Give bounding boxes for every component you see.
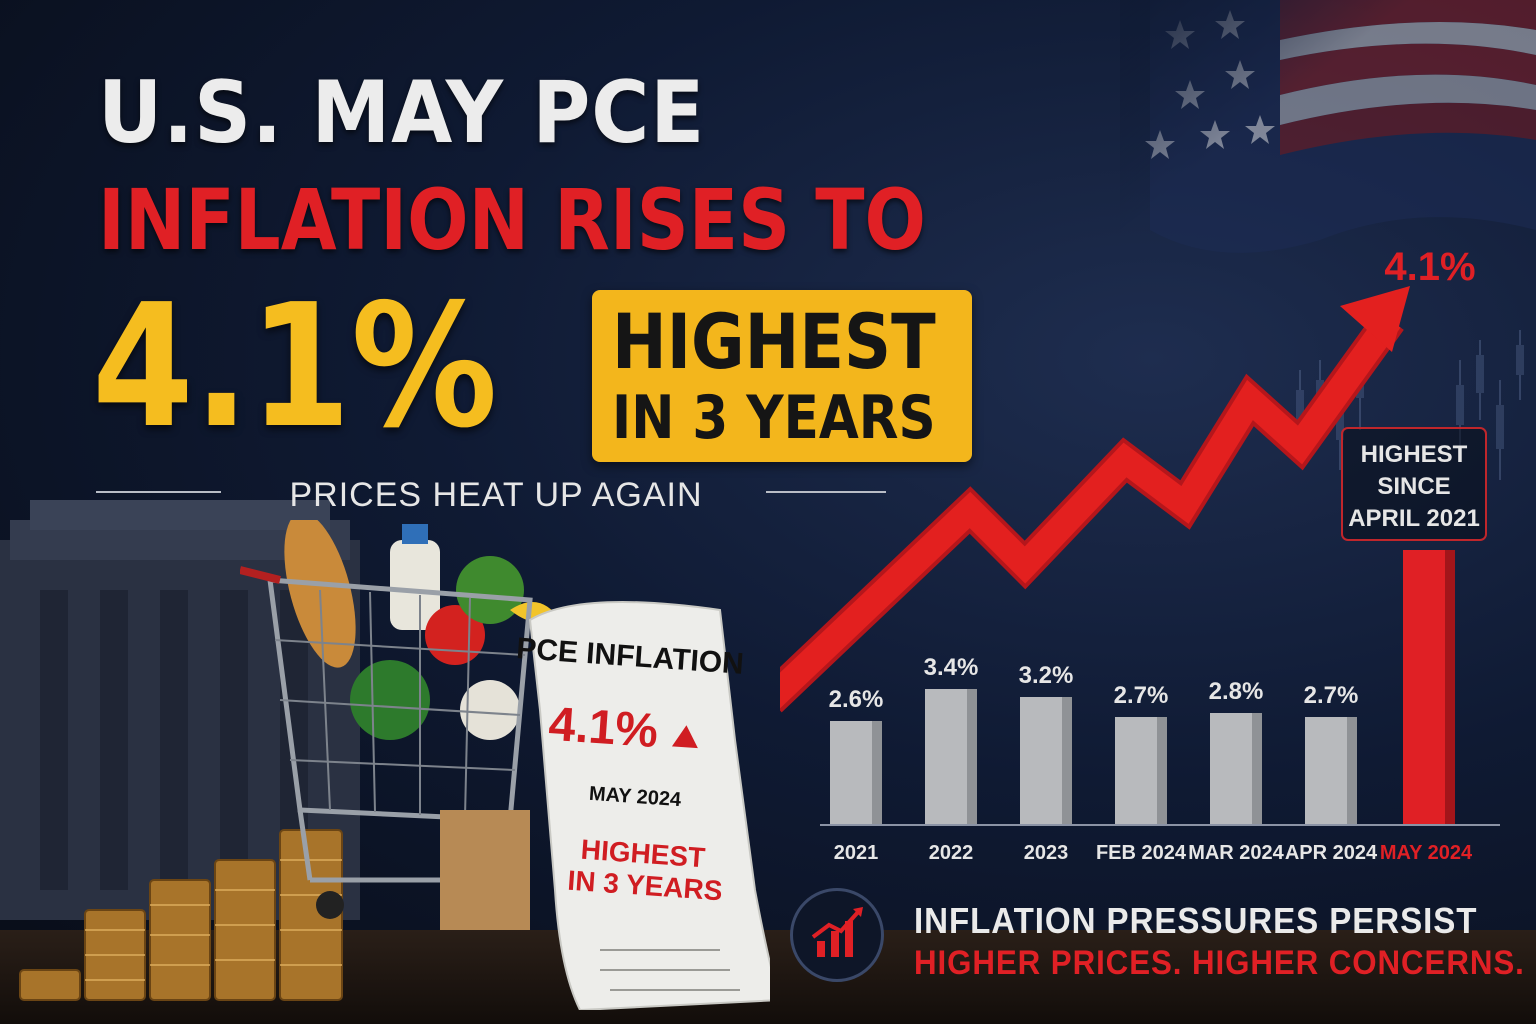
value-label: 2.8% — [1209, 678, 1264, 705]
us-flag-graphic — [1120, 0, 1536, 330]
rising-chart-icon-graphic — [811, 907, 863, 957]
bar-shade — [872, 721, 882, 825]
value-label: 2.6% — [829, 686, 884, 713]
trend-arrow-body — [780, 312, 1401, 709]
category-label: 2021 — [834, 842, 879, 864]
rising-chart-icon — [790, 888, 884, 982]
callout-line2: HIGHER PRICES. HIGHER CONCERNS. — [914, 944, 1525, 982]
headline-line2: INFLATION RISES TO — [98, 171, 926, 269]
subtitle: PRICES HEAT UP AGAIN — [96, 476, 886, 516]
bars-group — [830, 550, 1455, 825]
up-triangle-icon — [672, 725, 699, 749]
bar-shade — [1062, 697, 1072, 825]
receipt-card: PCE INFLATION 4.1% MAY 2024 HIGHEST IN 3… — [515, 590, 770, 1010]
callout-line1: INFLATION PRESSURES PERSIST — [914, 900, 1478, 941]
bar-shade — [1445, 550, 1455, 825]
highlight-value-label: 4.1% — [1384, 245, 1475, 289]
category-label: FEB 2024 — [1096, 842, 1187, 864]
value-label: 3.4% — [924, 654, 979, 681]
receipt-paper — [528, 601, 770, 1010]
receipt-value-text: 4.1% — [546, 697, 660, 759]
bar-shade — [967, 689, 977, 825]
annotation-box — [1341, 427, 1487, 541]
pce-bar-chart: 2.6% 2021 3.4% 2022 3.2% 2023 2.7% FEB 2024 2.8%… — [780, 245, 1500, 864]
bar-shade — [1252, 713, 1262, 825]
coin-stacks-graphic — [19, 829, 343, 1001]
shopping-cart-graphic — [240, 520, 560, 930]
category-label: APR 2024 — [1285, 842, 1378, 864]
annotation-line: HIGHEST — [1361, 441, 1468, 468]
subtitle-rule-right — [766, 491, 886, 493]
category-label: 2023 — [1024, 842, 1069, 864]
category-label: MAR 2024 — [1188, 842, 1284, 864]
trend-arrow-icon — [780, 286, 1410, 713]
annotation-line: APRIL 2021 — [1348, 505, 1480, 532]
bar-shade — [1347, 717, 1357, 825]
subtitle-text: PRICES HEAT UP AGAIN — [289, 476, 703, 514]
badge-line2: IN 3 YEARS — [612, 383, 936, 453]
headline-line1: U.S. MAY PCE — [98, 63, 706, 163]
labels-group: 2.6% 2021 3.4% 2022 3.2% 2023 2.7% FEB 2024 2.8%… — [829, 245, 1487, 864]
value-label: 2.7% — [1304, 682, 1359, 709]
subtitle-rule-left — [96, 491, 221, 493]
headline-value: 4.1% — [92, 268, 498, 466]
category-label: 2022 — [929, 842, 974, 864]
category-label: MAY 2024 — [1380, 842, 1473, 864]
annotation-line: SINCE — [1377, 473, 1450, 500]
value-label: 2.7% — [1114, 682, 1169, 709]
trend-arrow-head — [1340, 286, 1410, 352]
highest-badge: HIGHEST IN 3 YEARS — [592, 290, 972, 462]
badge-line1: HIGHEST — [612, 297, 936, 386]
bar-shade — [1157, 717, 1167, 825]
receipt-value: 4.1% — [508, 694, 741, 765]
value-label: 3.2% — [1019, 662, 1074, 689]
